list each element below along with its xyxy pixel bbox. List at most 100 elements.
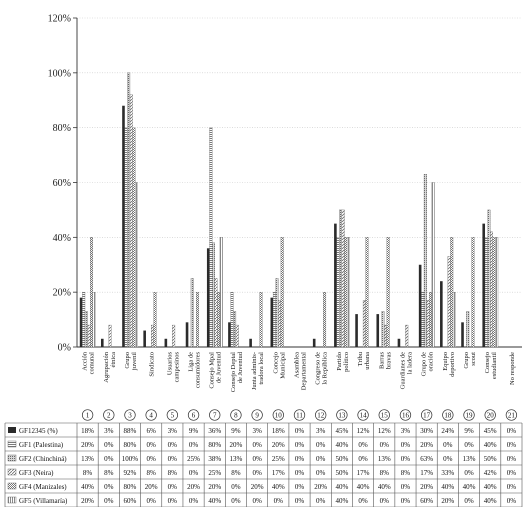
category-label: Asamblea — [294, 352, 301, 378]
bar — [466, 311, 470, 348]
data-label: 0% — [295, 497, 305, 505]
category-number: 21 — [508, 412, 516, 420]
legend-swatch — [7, 454, 17, 462]
data-label: 0% — [146, 441, 156, 449]
bar — [153, 292, 157, 348]
category-label: Liga de — [188, 352, 195, 372]
data-label: 0% — [401, 455, 411, 463]
data-label: 9% — [231, 427, 241, 435]
category-number: 16 — [402, 412, 410, 420]
category-label: Consejo Deptal — [230, 352, 237, 392]
category-label: Agrupación — [103, 351, 110, 382]
data-label: 63% — [420, 455, 433, 463]
bar — [219, 237, 223, 348]
category-label: Congreso de — [315, 352, 322, 385]
bar — [259, 292, 263, 348]
data-label: 20% — [272, 441, 285, 449]
category-label: No responde — [509, 352, 516, 385]
data-label: 13% — [230, 455, 243, 463]
data-label: 40% — [335, 483, 348, 491]
data-label: 60% — [420, 497, 433, 505]
data-label: 0% — [358, 441, 368, 449]
bar — [209, 127, 213, 348]
bar — [270, 297, 274, 347]
axes: 0% 20% 40% 60% 80% 100% 120% — [48, 14, 522, 354]
data-label: 0% — [295, 483, 305, 491]
data-label: 0% — [252, 455, 262, 463]
data-label: 0% — [168, 455, 178, 463]
data-label: 13% — [378, 455, 391, 463]
data-label: 0% — [401, 441, 411, 449]
bar — [92, 292, 96, 348]
legend-swatch — [7, 440, 17, 448]
data-label: 20% — [314, 483, 327, 491]
data-label: 17% — [272, 469, 285, 477]
data-label: 38% — [208, 455, 221, 463]
category-label: Consejo — [484, 352, 491, 373]
category-number: 6 — [192, 412, 196, 420]
bar — [495, 237, 499, 348]
category-number: 20 — [487, 412, 495, 420]
category-label: Sindicato — [149, 352, 156, 377]
bar — [135, 182, 138, 348]
category-number-circle — [357, 409, 369, 421]
bar — [108, 324, 112, 348]
data-label: 0% — [401, 483, 411, 491]
category-label: Grupo — [463, 352, 470, 369]
category-number-circle — [293, 409, 306, 421]
category-number: 8 — [234, 412, 238, 420]
category-label: urbana — [364, 352, 371, 370]
data-label: 0% — [443, 441, 453, 449]
data-label: 50% — [484, 455, 497, 463]
data-label: 30% — [420, 427, 433, 435]
data-label: 40% — [463, 483, 476, 491]
data-label: 0% — [358, 497, 368, 505]
bar — [484, 237, 488, 348]
data-label: 40% — [441, 483, 454, 491]
data-label: 13% — [463, 455, 476, 463]
data-label: 8% — [168, 469, 178, 477]
category-number-circle — [272, 409, 284, 421]
bar — [124, 127, 128, 348]
data-label: 9% — [464, 427, 474, 435]
bar — [362, 300, 366, 348]
data-label: 8% — [231, 469, 241, 477]
category-label: la ladera — [406, 352, 413, 374]
data-label: 0% — [380, 497, 390, 505]
data-label: 0% — [168, 483, 178, 491]
data-label: 17% — [357, 469, 370, 477]
category-number-circle — [336, 409, 348, 421]
category-number-circle — [230, 409, 242, 421]
data-label: 36% — [208, 427, 221, 435]
category-label: Partido — [336, 352, 343, 371]
legend-swatch — [7, 468, 17, 476]
category-number-circle — [484, 409, 496, 421]
y-tick-label: 0% — [58, 343, 71, 354]
bar — [84, 311, 88, 348]
data-label: 0% — [316, 455, 326, 463]
data-label: 80% — [124, 483, 137, 491]
data-label: 20% — [145, 483, 158, 491]
category-number-circle — [187, 409, 200, 421]
data-label: 0% — [146, 497, 156, 505]
data-label: 3% — [316, 427, 326, 435]
bar — [423, 174, 427, 348]
data-label: 12% — [357, 427, 370, 435]
data-label: 0% — [189, 441, 199, 449]
data-label: 33% — [441, 469, 454, 477]
data-label: 0% — [252, 497, 262, 505]
category-number: 4 — [149, 412, 153, 420]
category-number: 3 — [128, 412, 132, 420]
data-label: 100% — [122, 455, 139, 463]
data-label: 40% — [335, 441, 348, 449]
data-label: 18% — [81, 427, 94, 435]
data-label: 0% — [316, 469, 326, 477]
bars — [79, 72, 499, 348]
bar — [132, 127, 136, 348]
bar — [450, 237, 454, 348]
bar — [190, 278, 194, 348]
category-label: Barras — [378, 352, 385, 369]
data-label: 40% — [484, 483, 497, 491]
